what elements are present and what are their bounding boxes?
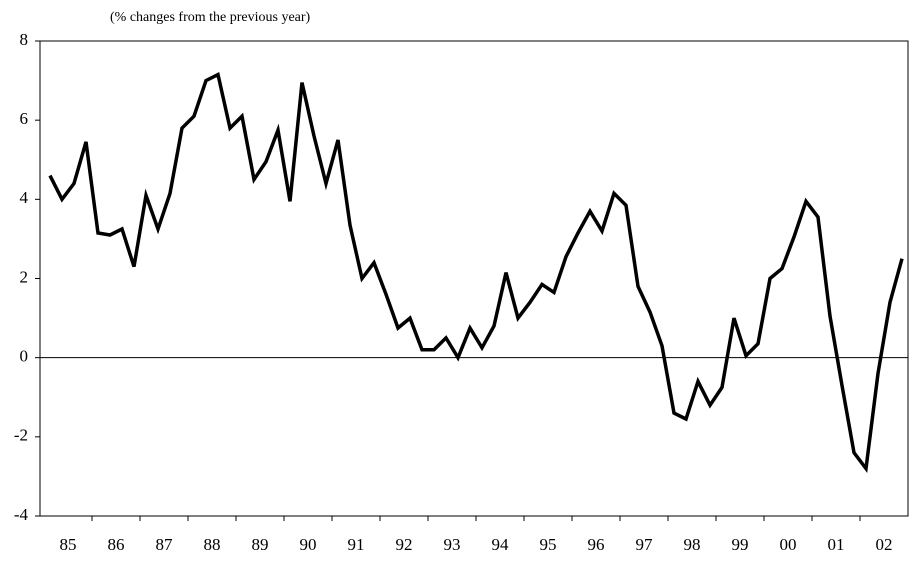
x-tick-label: 01 — [828, 535, 845, 554]
data-line — [48, 72, 904, 473]
plot-frame — [39, 40, 909, 517]
x-tick-label: 02 — [876, 535, 893, 554]
y-tick-label: -2 — [14, 426, 28, 445]
y-tick-label: 8 — [20, 30, 29, 49]
x-tick-label: 88 — [204, 535, 221, 554]
x-tick-label: 95 — [540, 535, 557, 554]
x-tick-label: 94 — [492, 535, 510, 554]
x-tick-label: 00 — [780, 535, 797, 554]
y-tick-label: 4 — [20, 188, 29, 207]
y-tick-label: 2 — [20, 267, 29, 286]
x-tick-label: 89 — [252, 535, 269, 554]
x-tick-label: 96 — [588, 535, 605, 554]
y-tick-label: 6 — [20, 109, 29, 128]
x-tick-label: 97 — [636, 535, 654, 554]
x-tick-label: 92 — [396, 535, 413, 554]
y-tick-label: 0 — [20, 347, 29, 366]
x-tick-label: 87 — [156, 535, 174, 554]
x-tick-label: 85 — [60, 535, 77, 554]
x-tick-label: 91 — [348, 535, 365, 554]
x-tick-label: 90 — [300, 535, 317, 554]
y-tick-label: -4 — [14, 505, 29, 524]
x-tick-label: 99 — [732, 535, 749, 554]
x-tick-label: 86 — [108, 535, 125, 554]
x-tick-label: 98 — [684, 535, 701, 554]
x-tick-label: 93 — [444, 535, 461, 554]
chart-subtitle: (% changes from the previous year) — [110, 10, 311, 25]
